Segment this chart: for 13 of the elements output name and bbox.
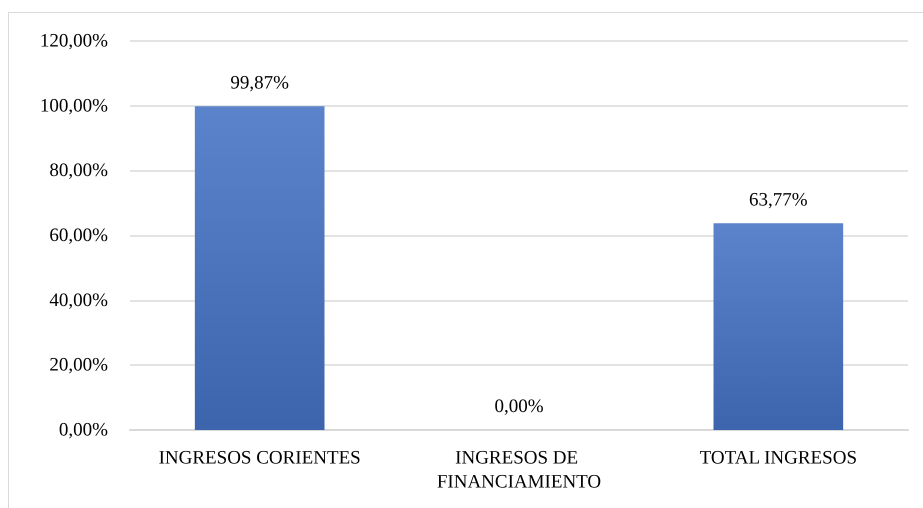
y-tick-label: 60,00% xyxy=(49,225,108,246)
data-label: 0,00% xyxy=(494,396,544,417)
y-tick-label: 120,00% xyxy=(40,30,108,52)
data-label: 99,87% xyxy=(230,72,290,94)
x-tick-label: INGRESOS CORIENTES xyxy=(158,448,361,468)
x-tick-label: TOTAL INGRESOS xyxy=(700,448,858,468)
y-tick-label: 100,00% xyxy=(40,95,108,116)
y-tick-label: 80,00% xyxy=(49,160,108,182)
data-label: 63,77% xyxy=(749,189,808,210)
y-tick-label: 40,00% xyxy=(49,290,108,311)
y-tick-label: 0,00% xyxy=(58,420,108,440)
x-tick-label: INGRESOS DE FINANCIAMIENTO xyxy=(436,448,602,492)
y-tick-label: 20,00% xyxy=(49,354,108,376)
